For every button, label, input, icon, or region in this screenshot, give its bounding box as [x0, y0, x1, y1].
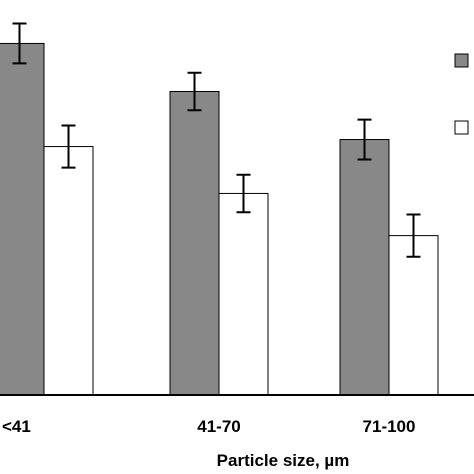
bar-series-1-2: [339, 139, 390, 396]
error-bar-series-2-2: [406, 213, 421, 258]
bars-layer: [0, 42, 439, 396]
error-bar-series-2-1: [236, 173, 251, 214]
error-bar-series-1-2: [357, 118, 372, 161]
bar-series-1-0: [0, 42, 45, 396]
legend-swatch-series-1: [454, 53, 469, 68]
error-bar-series-2-0: [61, 124, 76, 169]
x-tick-label-0: <41: [2, 417, 31, 436]
error-bars-layer: [12, 22, 421, 258]
x-axis-title: Particle size, µm: [217, 451, 350, 470]
x-tick-label-1: 41-70: [197, 417, 240, 436]
bar-series-1-1: [169, 90, 220, 396]
legend-swatch-series-2: [454, 120, 469, 135]
error-bar-series-1-0: [12, 22, 27, 65]
bar-series-2-1: [218, 192, 269, 396]
x-tick-label-2: 71-100: [363, 417, 416, 436]
error-bar-series-1-1: [187, 71, 202, 112]
bar-series-2-0: [43, 146, 94, 396]
x-tick-labels: <41 41-70 71-100: [2, 417, 415, 436]
bar-series-2-2: [388, 235, 439, 396]
legend: [454, 53, 469, 135]
